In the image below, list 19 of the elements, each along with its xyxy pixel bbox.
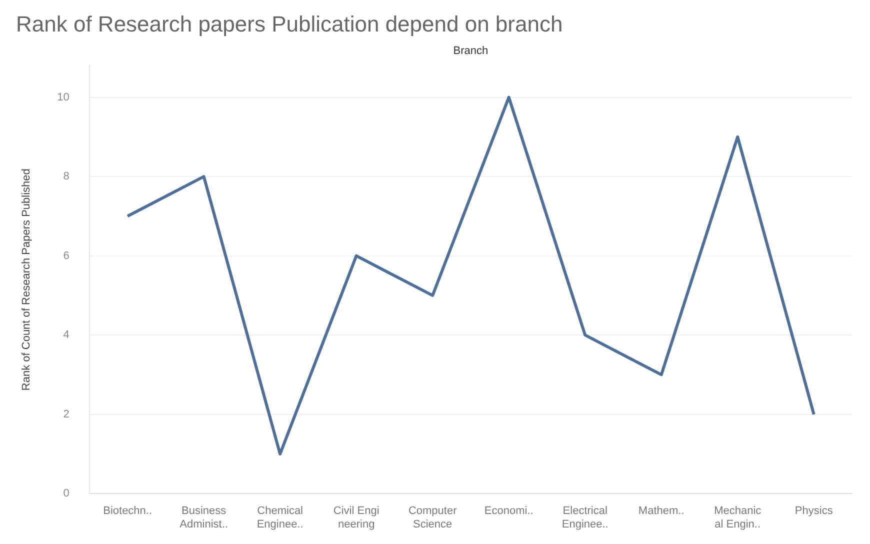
- x-tick-label: Biotechn..: [103, 505, 152, 518]
- y-tick-label: 2: [63, 408, 70, 420]
- x-tick-label: Economi..: [484, 505, 534, 518]
- x-tick-label: Chemical Enginee..: [256, 505, 304, 530]
- chart-title: Rank of Research papers Publication depend on branch: [16, 11, 563, 36]
- x-tick-label: Mathem..: [638, 505, 684, 518]
- y-axis-title: Rank of Count of Research Papers Published: [20, 168, 33, 391]
- y-tick-label: 8: [63, 170, 70, 183]
- x-tick-label: Business Administ..: [180, 505, 228, 530]
- x-axis-title: Branch: [453, 45, 488, 58]
- x-tick-label: Mechanic al Engin..: [714, 505, 762, 530]
- x-tick-label: Physics: [794, 505, 834, 518]
- y-tick-label: 10: [57, 91, 70, 104]
- x-tick-label: Computer Science: [408, 505, 458, 530]
- y-tick-label: 6: [63, 250, 70, 262]
- y-tick-label: 4: [63, 329, 70, 342]
- x-tick-label: Electrical Enginee..: [562, 505, 608, 530]
- y-tick-label: 0: [63, 488, 70, 500]
- x-tick-label: Civil Engi neering: [333, 505, 380, 530]
